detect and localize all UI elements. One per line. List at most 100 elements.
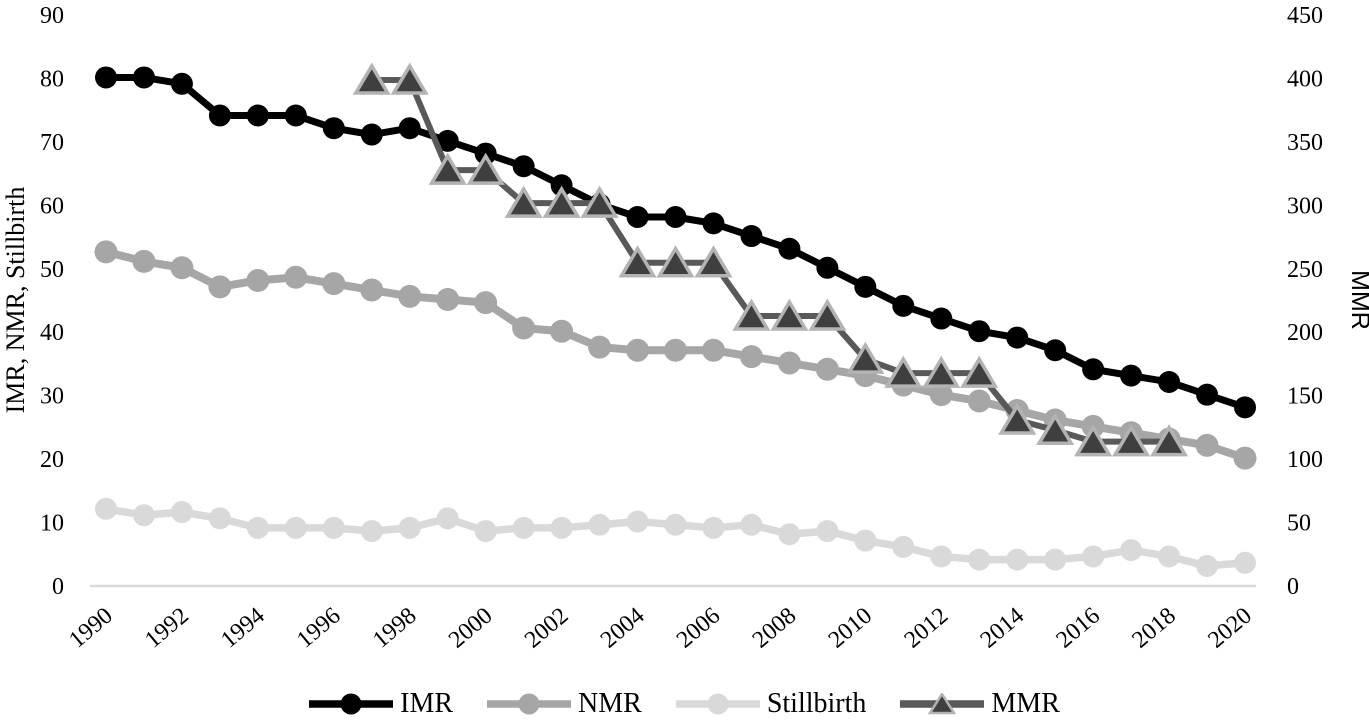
stillbirth-data-point	[246, 516, 269, 539]
stillbirth-data-point	[360, 520, 383, 543]
right-axis-tick-label: 400	[1287, 66, 1323, 92]
legend-marker	[707, 693, 729, 715]
right-axis-tick-label: 150	[1287, 384, 1323, 410]
nmr-data-point	[739, 345, 763, 369]
mmr-data-point	[352, 62, 391, 95]
imr-data-point	[398, 117, 421, 140]
stillbirth-data-point	[626, 510, 649, 533]
x-axis-tick-label: 2018	[1127, 603, 1180, 654]
x-axis-tick-label: 2008	[748, 603, 801, 654]
imr-data-point	[132, 66, 155, 89]
nmr-data-point	[512, 316, 536, 340]
x-axis-tick-label: 2006	[672, 603, 725, 654]
imr-legend-swatch	[309, 693, 394, 715]
nmr-legend-swatch	[487, 693, 572, 715]
series-imr	[95, 66, 1257, 419]
mmr-data-point	[656, 245, 695, 278]
nmr-data-point	[929, 383, 953, 407]
stillbirth-data-point	[132, 504, 155, 527]
mmr-data-point	[998, 402, 1037, 435]
stillbirth-data-point	[1044, 548, 1067, 571]
nmr-data-point	[208, 275, 232, 299]
left-axis-tick-label: 50	[40, 257, 64, 283]
legend-marker	[928, 693, 957, 715]
legend-label: NMR	[578, 688, 642, 719]
mmr-data-point	[542, 185, 581, 218]
left-axis-tick-label: 10	[40, 511, 64, 537]
stillbirth-data-point	[550, 516, 573, 539]
x-axis-tick-label: 2012	[900, 603, 953, 654]
right-axis-tick-label: 200	[1287, 320, 1323, 346]
x-axis-tick-label: 2004	[596, 603, 649, 654]
stillbirth-data-point	[322, 516, 345, 539]
imr-data-point	[1044, 339, 1067, 362]
imr-data-point	[816, 256, 839, 279]
stillbirth-data-point	[208, 507, 231, 530]
left-axis-title: IMR, NMR, Stillbirth	[1, 187, 30, 414]
nmr-data-point	[94, 240, 118, 264]
x-axis-tick-label: 1992	[140, 603, 193, 654]
imr-data-point	[550, 174, 573, 197]
right-axis-tick-label: 100	[1287, 447, 1323, 473]
right-axis-tick-label: 300	[1287, 193, 1323, 219]
mmr-data-point	[466, 152, 505, 185]
mmr-line	[371, 76, 1170, 445]
imr-data-point	[1234, 396, 1257, 419]
mmr-legend-swatch	[900, 693, 985, 715]
x-axis-tick-label: 1996	[292, 603, 345, 654]
nmr-data-point	[170, 256, 194, 280]
nmr-data-point	[664, 338, 688, 362]
imr-data-point	[892, 294, 915, 317]
mmr-data-point	[770, 298, 809, 331]
left-axis-tick-label: 90	[40, 3, 64, 29]
imr-data-point	[1082, 358, 1105, 381]
imr-data-point	[930, 307, 953, 330]
nmr-data-point	[777, 351, 801, 375]
x-axis-tick-label: 1990	[64, 603, 117, 654]
imr-data-point	[778, 237, 801, 260]
mmr-data-point	[1112, 424, 1151, 457]
nmr-data-point	[474, 291, 498, 315]
mmr-data-point	[428, 152, 467, 185]
stillbirth-data-point	[474, 520, 497, 543]
nmr-data-point	[815, 357, 839, 381]
imr-data-point	[284, 104, 307, 127]
stillbirth-data-point	[95, 497, 117, 520]
stillbirth-data-point	[778, 523, 801, 546]
stillbirth-data-point	[1082, 545, 1105, 568]
left-axis-tick-label: 70	[40, 130, 64, 156]
imr-data-point	[664, 206, 687, 229]
imr-data-point	[1120, 364, 1143, 387]
legend-item-stillbirth: Stillbirth	[675, 688, 867, 719]
mmr-data-point	[1074, 424, 1113, 457]
mmr-data-point	[1036, 412, 1075, 445]
x-axis-tick-label: 2000	[444, 603, 497, 654]
stillbirth-data-point	[1196, 554, 1219, 577]
stillbirth-data-point	[512, 516, 535, 539]
nmr-data-point	[322, 272, 346, 296]
stillbirth-data-point	[398, 516, 421, 539]
nmr-data-point	[1233, 446, 1257, 470]
left-axis-tick-label: 40	[40, 320, 64, 346]
stillbirth-data-point	[664, 513, 687, 536]
mmr-data-point	[960, 355, 999, 388]
nmr-data-point	[550, 319, 574, 343]
legend-marker	[340, 693, 362, 715]
right-axis-tick-label: 0	[1287, 574, 1299, 600]
imr-data-point	[360, 123, 383, 146]
imr-data-point	[436, 129, 459, 152]
stillbirth-data-point	[588, 513, 611, 536]
imr-data-point	[740, 225, 763, 248]
mmr-data-point	[808, 298, 847, 331]
nmr-data-point	[132, 249, 156, 273]
stillbirth-data-point	[1158, 545, 1181, 568]
imr-data-point	[702, 212, 725, 235]
mmr-data-point	[922, 355, 961, 388]
stillbirth-data-point	[854, 529, 877, 552]
right-axis-tick-label: 50	[1287, 511, 1311, 537]
nmr-data-point	[626, 338, 650, 362]
left-axis-tick-label: 80	[40, 66, 64, 92]
legend-label: Stillbirth	[766, 688, 867, 719]
imr-data-point	[1196, 383, 1219, 406]
